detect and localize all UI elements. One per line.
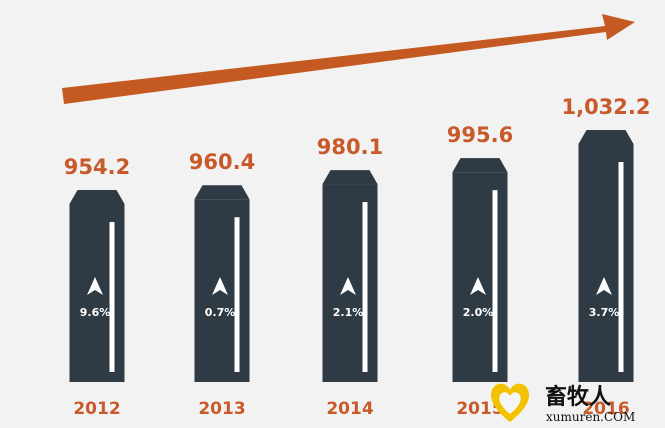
value-label: 980.1 bbox=[317, 135, 383, 159]
value-label: 1,032.2 bbox=[561, 95, 650, 119]
growth-label: 2.0% bbox=[463, 306, 494, 319]
up-arrow-icon bbox=[340, 277, 356, 295]
bar-2013 bbox=[194, 185, 250, 382]
watermark-text-cn: 畜牧人 bbox=[545, 384, 611, 410]
bar-stripe bbox=[362, 202, 368, 372]
bar-stripe bbox=[618, 162, 624, 372]
bar-cap bbox=[322, 170, 378, 185]
growth-label: 0.7% bbox=[205, 306, 236, 319]
up-arrow-icon bbox=[87, 277, 103, 295]
bar-body bbox=[578, 144, 634, 382]
value-label: 954.2 bbox=[64, 155, 130, 179]
bar-2015 bbox=[452, 158, 508, 382]
bar-body bbox=[69, 204, 125, 382]
bar-2014 bbox=[322, 170, 378, 382]
bar-cap bbox=[69, 190, 125, 204]
bar-2016 bbox=[578, 130, 634, 382]
bar-stripe bbox=[234, 217, 240, 372]
growth-label: 2.1% bbox=[333, 306, 364, 319]
up-arrow-icon bbox=[212, 277, 228, 295]
growth-label: 9.6% bbox=[80, 306, 111, 319]
value-label: 960.4 bbox=[189, 150, 255, 174]
year-label: 2016 bbox=[582, 399, 629, 419]
bar-cap bbox=[452, 158, 508, 173]
year-label: 2012 bbox=[73, 399, 120, 419]
watermark: 畜牧人 xumuren.COM bbox=[491, 383, 635, 424]
bar-cap bbox=[194, 185, 250, 200]
heart-logo-icon bbox=[491, 383, 529, 422]
bar-cap bbox=[578, 130, 634, 144]
watermark-text-en: xumuren.COM bbox=[546, 410, 635, 424]
up-arrow-icon bbox=[596, 277, 612, 295]
bar-body bbox=[452, 172, 508, 382]
year-label: 2014 bbox=[326, 399, 373, 419]
year-label: 2013 bbox=[198, 399, 245, 419]
bar-stripe bbox=[109, 222, 115, 372]
bar-stripe bbox=[492, 190, 498, 372]
year-label: 2015 bbox=[456, 399, 503, 419]
trend-arrow-icon bbox=[62, 14, 635, 104]
up-arrow-icon bbox=[470, 277, 486, 295]
bar-2012 bbox=[69, 190, 125, 382]
value-label: 995.6 bbox=[447, 123, 513, 147]
growth-label: 3.7% bbox=[589, 306, 620, 319]
